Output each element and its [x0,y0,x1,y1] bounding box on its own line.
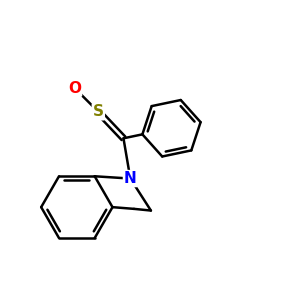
Text: S: S [93,104,104,119]
Text: N: N [124,171,137,186]
Text: O: O [68,80,81,95]
